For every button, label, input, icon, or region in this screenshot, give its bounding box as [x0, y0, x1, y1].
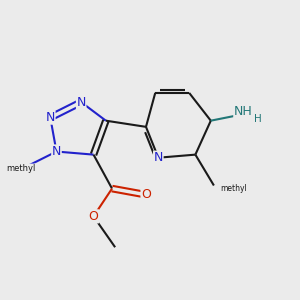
Text: N: N: [76, 96, 86, 109]
Text: NH: NH: [234, 105, 253, 118]
Text: H: H: [254, 114, 262, 124]
Text: N: N: [154, 151, 163, 164]
Text: N: N: [52, 145, 61, 158]
Text: N: N: [46, 111, 55, 124]
Text: methyl: methyl: [220, 184, 247, 193]
Text: methyl: methyl: [6, 164, 36, 173]
Text: O: O: [141, 188, 151, 201]
Text: O: O: [88, 210, 98, 223]
